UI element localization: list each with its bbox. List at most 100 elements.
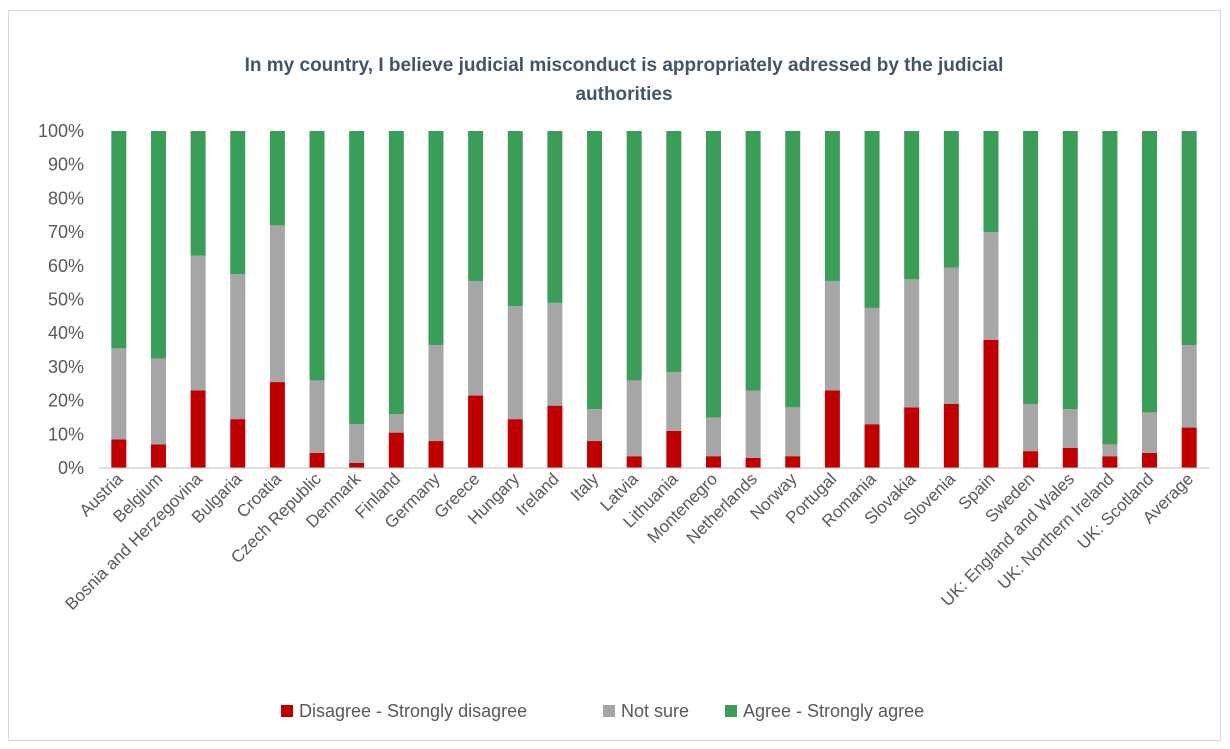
bar-segment-disagree — [388, 432, 404, 468]
bar-segment-disagree — [230, 419, 246, 468]
bar-segment-disagree — [349, 462, 365, 468]
bar-segment-agree — [1181, 131, 1197, 345]
bar-segment-disagree — [943, 403, 959, 468]
bar-segment-agree — [666, 131, 682, 372]
legend-swatch — [281, 705, 293, 717]
legend-label: Disagree - Strongly disagree — [299, 701, 527, 721]
bar-segment-not-sure — [705, 417, 721, 457]
bar-segment-agree — [111, 131, 127, 349]
bar-segment-disagree — [904, 407, 920, 468]
bar-segment-not-sure — [468, 280, 484, 396]
legend-swatch — [725, 705, 737, 717]
bar-segment-not-sure — [190, 255, 206, 391]
bar-segment-agree — [705, 131, 721, 418]
bar-segment-agree — [428, 131, 444, 345]
y-tick-label: 90% — [48, 155, 84, 175]
bar-segment-disagree — [626, 456, 642, 468]
bar-segment-not-sure — [626, 380, 642, 457]
bar-segment-agree — [1062, 131, 1078, 410]
bar-segment-agree — [824, 131, 840, 281]
bar-segment-agree — [1142, 131, 1158, 413]
bar-segment-disagree — [983, 339, 999, 468]
y-tick-label: 40% — [48, 323, 84, 343]
y-tick-label: 100% — [38, 121, 84, 141]
bar-segment-not-sure — [547, 302, 563, 406]
bar-segment-disagree — [1142, 452, 1158, 468]
bar-segment-not-sure — [1023, 403, 1039, 452]
bar-segment-agree — [547, 131, 563, 303]
bar-segment-disagree — [309, 452, 325, 468]
bar-segment-not-sure — [388, 414, 404, 433]
bar-segment-agree — [309, 131, 325, 381]
y-tick-label: 10% — [48, 424, 84, 444]
y-axis: 0% 10% 20% 30% 40% 50% 60% 70% 80% 90% 100% — [38, 121, 84, 478]
bar-segment-agree — [626, 131, 642, 381]
legend-swatch — [603, 705, 615, 717]
chart-title-line-1: In my country, I believe judicial miscon… — [245, 55, 1004, 76]
y-tick-label: 80% — [48, 188, 84, 208]
bar-segment-not-sure — [349, 424, 365, 463]
bar-segment-not-sure — [824, 280, 840, 391]
chart-title: In my country, I believe judicial miscon… — [245, 55, 1004, 105]
y-tick-label: 50% — [48, 290, 84, 310]
bar-segment-agree — [983, 131, 999, 233]
bar-segment-not-sure — [150, 358, 166, 445]
bar-segment-disagree — [150, 444, 166, 468]
bar-segment-not-sure — [1181, 344, 1197, 428]
bar-segment-disagree — [269, 382, 285, 468]
bar-segment-not-sure — [1102, 444, 1118, 457]
y-tick-label: 20% — [48, 391, 84, 411]
bar-segment-agree — [190, 131, 206, 256]
bar-segment-not-sure — [864, 307, 880, 425]
bar-segment-agree — [150, 131, 166, 359]
bar-segment-disagree — [587, 441, 603, 468]
bar-segment-agree — [943, 131, 959, 268]
chart-frame: In my country, I believe judicial miscon… — [8, 10, 1221, 741]
bar-segment-not-sure — [269, 225, 285, 383]
legend-label: Agree - Strongly agree — [743, 701, 924, 721]
bar-segment-disagree — [468, 395, 484, 468]
bar-segment-agree — [1102, 131, 1118, 445]
bar-segment-agree — [904, 131, 920, 280]
bar-segment-not-sure — [745, 390, 761, 458]
y-tick-label: 0% — [58, 458, 84, 478]
legend-label: Not sure — [621, 701, 689, 721]
bar-segment-not-sure — [309, 380, 325, 453]
bar-segment-agree — [864, 131, 880, 308]
bar-segment-agree — [745, 131, 761, 391]
bar-segment-agree — [1023, 131, 1039, 404]
bar-segment-disagree — [705, 456, 721, 468]
bar-segment-agree — [388, 131, 404, 415]
bar-segment-not-sure — [230, 274, 246, 420]
bar-segment-not-sure — [507, 306, 523, 420]
bar-segment-disagree — [428, 441, 444, 468]
bar-segment-agree — [468, 131, 484, 281]
bar-segment-not-sure — [666, 371, 682, 431]
bar-segment-disagree — [1181, 427, 1197, 468]
bar-segment-disagree — [111, 439, 127, 468]
bar-segment-disagree — [864, 424, 880, 468]
bar-segment-disagree — [190, 390, 206, 468]
bar-segment-disagree — [666, 430, 682, 468]
bar-segment-disagree — [745, 457, 761, 468]
bar-segment-agree — [269, 131, 285, 226]
bar-segment-not-sure — [111, 348, 127, 440]
y-tick-label: 60% — [48, 256, 84, 276]
chart-title-line-2: authorities — [575, 84, 672, 105]
bar-segment-agree — [349, 131, 365, 425]
bar-segment-disagree — [824, 390, 840, 468]
bar-segment-agree — [785, 131, 801, 408]
y-tick-label: 30% — [48, 357, 84, 377]
bar-segment-disagree — [547, 405, 563, 468]
bar-segment-not-sure — [428, 344, 444, 442]
bar-segment-agree — [507, 131, 523, 307]
bar-segment-not-sure — [587, 409, 603, 442]
plot-area — [111, 131, 1197, 468]
bar-segment-not-sure — [1142, 412, 1158, 453]
bar-segment-not-sure — [785, 407, 801, 457]
bar-segment-disagree — [785, 456, 801, 468]
bar-segment-disagree — [1062, 447, 1078, 468]
bar-segment-disagree — [1102, 456, 1118, 468]
bar-segment-disagree — [507, 419, 523, 468]
